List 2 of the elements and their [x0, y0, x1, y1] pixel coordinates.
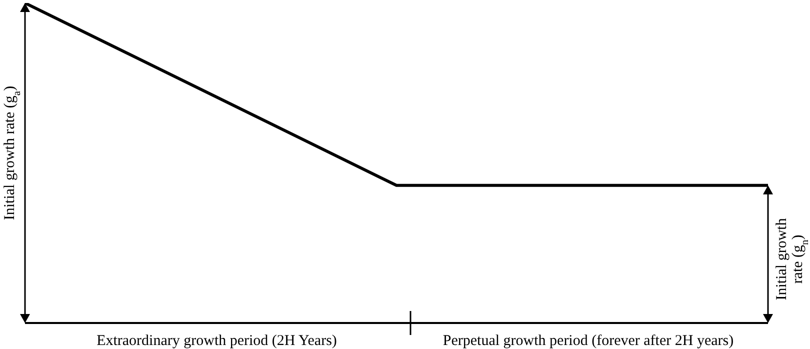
text: Extraordinary growth period (2H Years)	[96, 333, 337, 349]
text: Perpetual growth period (forever after 2H years)	[442, 333, 734, 349]
